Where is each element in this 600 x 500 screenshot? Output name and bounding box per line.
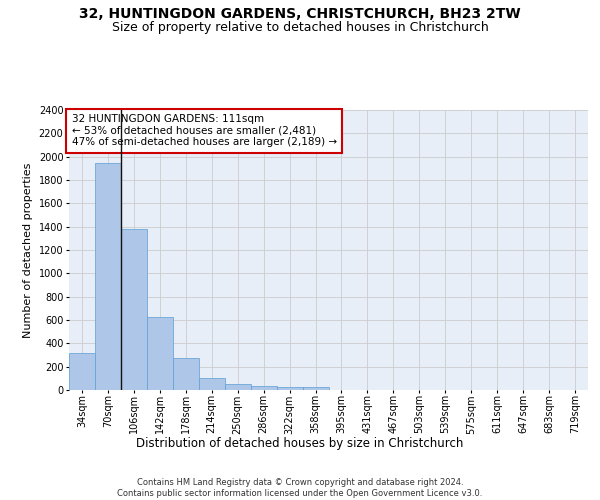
Bar	[147, 316, 173, 390]
Text: 32, HUNTINGDON GARDENS, CHRISTCHURCH, BH23 2TW: 32, HUNTINGDON GARDENS, CHRISTCHURCH, BH…	[79, 8, 521, 22]
Bar	[69, 353, 95, 390]
Bar	[121, 229, 147, 390]
Y-axis label: Number of detached properties: Number of detached properties	[23, 162, 33, 338]
Bar	[225, 384, 251, 390]
Bar	[173, 358, 199, 390]
Text: Distribution of detached houses by size in Christchurch: Distribution of detached houses by size …	[136, 438, 464, 450]
Bar	[251, 386, 277, 390]
Bar	[199, 378, 224, 390]
Text: Size of property relative to detached houses in Christchurch: Size of property relative to detached ho…	[112, 21, 488, 34]
Text: Contains HM Land Registry data © Crown copyright and database right 2024.
Contai: Contains HM Land Registry data © Crown c…	[118, 478, 482, 498]
Text: 32 HUNTINGDON GARDENS: 111sqm
← 53% of detached houses are smaller (2,481)
47% o: 32 HUNTINGDON GARDENS: 111sqm ← 53% of d…	[71, 114, 337, 148]
Bar	[277, 386, 302, 390]
Bar	[95, 162, 121, 390]
Bar	[302, 388, 329, 390]
